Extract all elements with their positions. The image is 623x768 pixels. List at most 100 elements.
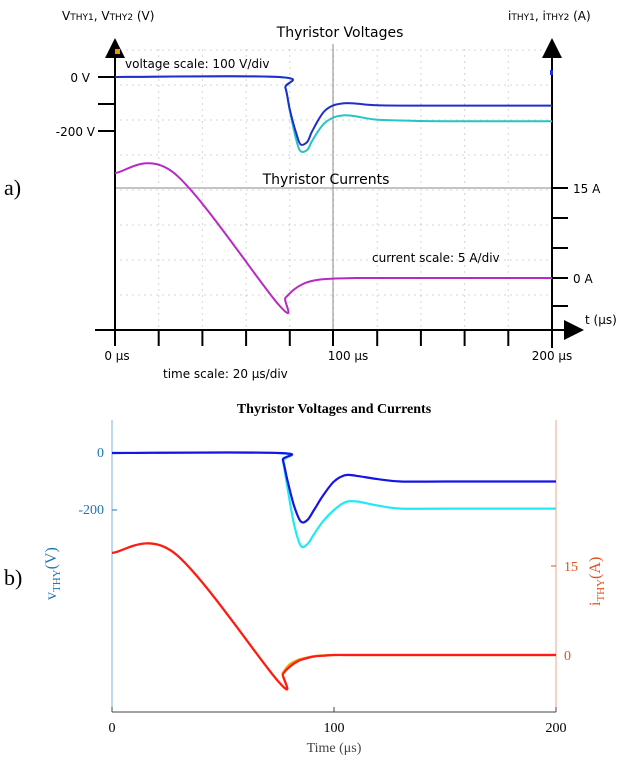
grid-dot xyxy=(156,259,158,261)
grid-dot xyxy=(245,127,247,129)
grid-dot xyxy=(348,84,350,86)
grid-dot xyxy=(168,49,170,51)
grid-dot xyxy=(474,224,476,226)
grid-dot xyxy=(504,154,506,156)
grid-dot xyxy=(376,241,378,243)
grid-dot xyxy=(240,189,242,191)
grid-dot xyxy=(420,127,422,129)
grid-dot xyxy=(288,49,290,51)
grid-dot xyxy=(252,49,254,51)
grid-dot xyxy=(507,289,509,291)
grid-dot xyxy=(246,189,248,191)
grid-dot xyxy=(376,313,378,315)
grid-dot xyxy=(522,49,524,51)
grid-dot xyxy=(204,189,206,191)
grid-dot xyxy=(366,189,368,191)
grid-dot xyxy=(288,189,290,191)
grid-dot xyxy=(464,325,466,327)
grid-dot xyxy=(289,325,291,327)
grid-dot xyxy=(162,189,164,191)
grid-dot xyxy=(318,259,320,261)
grid-dot xyxy=(204,119,206,121)
grid-dot xyxy=(138,119,140,121)
grid-dot xyxy=(480,259,482,261)
grid-dot xyxy=(120,224,122,226)
grid-dot xyxy=(376,85,378,87)
grid-dot xyxy=(138,189,140,191)
grid-dot xyxy=(201,151,203,153)
grid-dot xyxy=(507,103,509,105)
grid-dot xyxy=(276,259,278,261)
sim-voltage-thy1-trace xyxy=(111,451,556,524)
grid-dot xyxy=(264,259,266,261)
grid-dot xyxy=(180,294,182,296)
grid-dot xyxy=(507,295,509,297)
grid-dot xyxy=(276,189,278,191)
grid-dot xyxy=(507,115,509,117)
grid-dot xyxy=(150,189,152,191)
grid-dot xyxy=(245,121,247,123)
grid-dot xyxy=(396,259,398,261)
grid-dot xyxy=(245,289,247,291)
grid-dot xyxy=(289,319,291,321)
grid-dot xyxy=(222,154,224,156)
grid-dot xyxy=(498,84,500,86)
grid-dot xyxy=(289,181,291,183)
grid-dot xyxy=(507,325,509,327)
grid-dot xyxy=(201,121,203,123)
grid-dot xyxy=(158,175,160,177)
grid-dot xyxy=(240,49,242,51)
grid-dot xyxy=(492,154,494,156)
grid-dot xyxy=(420,283,422,285)
grid-dot xyxy=(464,253,466,255)
grid-dot xyxy=(464,247,466,249)
grid-dot xyxy=(384,84,386,86)
grid-dot xyxy=(402,154,404,156)
grid-dot xyxy=(507,217,509,219)
grid-dot xyxy=(132,119,134,121)
grid-dot xyxy=(158,61,160,63)
grid-dot xyxy=(201,85,203,87)
grid-dot xyxy=(420,85,422,87)
grid-dot xyxy=(420,157,422,159)
grid-dot xyxy=(210,154,212,156)
grid-dot xyxy=(312,84,314,86)
grid-dot xyxy=(245,223,247,225)
panel-b-label: b) xyxy=(4,565,22,590)
grid-dot xyxy=(522,84,524,86)
grid-dot xyxy=(289,61,291,63)
grid-dot xyxy=(282,259,284,261)
grid-dot xyxy=(378,224,380,226)
grid-dot xyxy=(468,294,470,296)
grid-dot xyxy=(245,151,247,153)
grid-dot xyxy=(360,154,362,156)
grid-dot xyxy=(376,259,378,261)
grid-dot xyxy=(510,259,512,261)
grid-dot xyxy=(462,294,464,296)
grid-dot xyxy=(516,224,518,226)
grid-dot xyxy=(360,224,362,226)
grid-dot xyxy=(158,73,160,75)
grid-dot xyxy=(324,294,326,296)
grid-dot xyxy=(168,154,170,156)
grid-dot xyxy=(432,224,434,226)
grid-dot xyxy=(376,97,378,99)
grid-dot xyxy=(464,49,466,51)
grid-dot xyxy=(204,259,206,261)
grid-dot xyxy=(300,294,302,296)
grid-dot xyxy=(414,84,416,86)
grid-dot xyxy=(201,49,203,51)
grid-dot xyxy=(120,49,122,51)
grid-dot xyxy=(507,199,509,201)
grid-dot xyxy=(158,91,160,93)
grid-dot xyxy=(245,253,247,255)
grid-dot xyxy=(192,154,194,156)
grid-dot xyxy=(289,79,291,81)
grid-dot xyxy=(158,229,160,231)
scope-i-tick-15: 15 A xyxy=(573,182,601,196)
grid-dot xyxy=(464,127,466,129)
grid-dot xyxy=(192,49,194,51)
sim-ylabel-right: iTHY(A) xyxy=(587,557,607,606)
grid-dot xyxy=(330,154,332,156)
sim-yr-tick-15: 15 xyxy=(564,560,578,575)
